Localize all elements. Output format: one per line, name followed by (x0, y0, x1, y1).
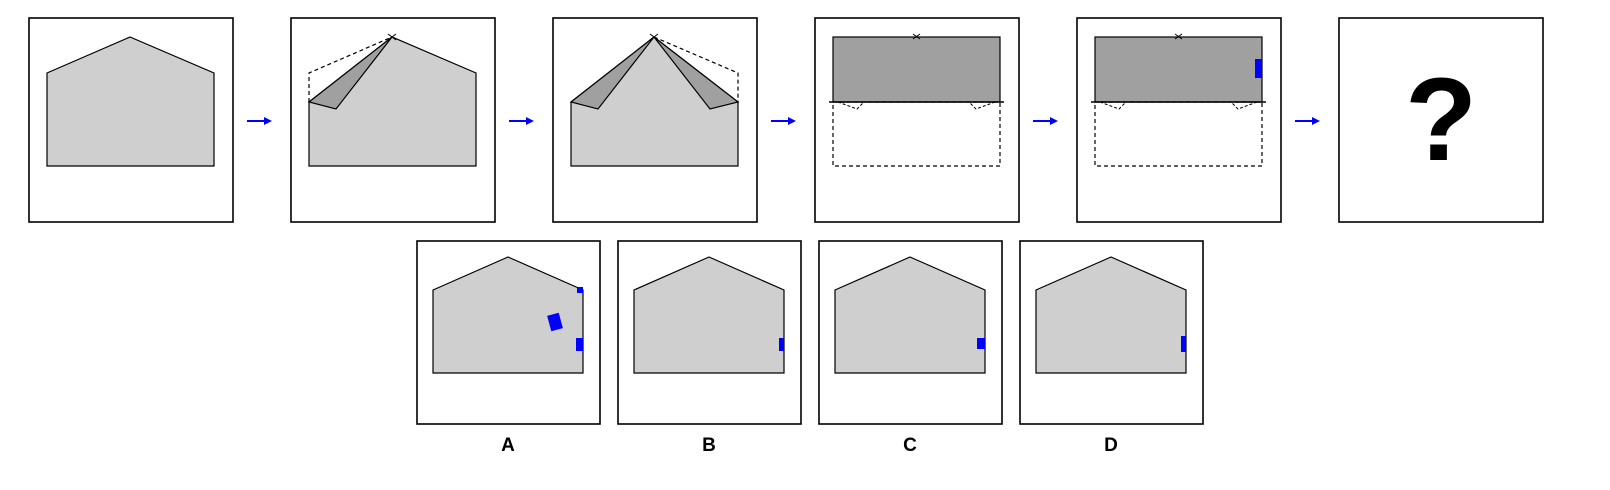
hole-marker-rotated (547, 312, 563, 332)
original-outline-dashed (308, 36, 393, 102)
sequence-panel-6-question: ? (1338, 17, 1544, 223)
sequence-panel-4 (814, 17, 1020, 223)
flap-outline-left (1099, 101, 1127, 110)
arrow-3 (771, 117, 796, 125)
fold-point-mark (387, 33, 397, 41)
folded-rectangle (832, 36, 1001, 103)
option-d[interactable]: D (1019, 240, 1204, 456)
arrow-5 (1295, 117, 1320, 125)
arrow-4 (1033, 117, 1058, 125)
question-mark: ? (1405, 54, 1477, 186)
option-label: B (702, 435, 716, 456)
option-label: D (1104, 435, 1118, 456)
flap-outline-right (1230, 101, 1258, 110)
flap-outline-left (837, 101, 865, 110)
folded-flap (307, 36, 393, 110)
option-label: A (501, 435, 515, 456)
option-c[interactable]: C (818, 240, 1003, 456)
sequence-panel-2 (290, 17, 496, 223)
sequence-panel-3 (552, 17, 758, 223)
hole-marker-edge (1181, 336, 1186, 352)
sequence-panel-1 (28, 17, 234, 223)
paper-pentagon (46, 36, 215, 167)
arrow-2 (509, 117, 534, 125)
fold-point-mark (649, 33, 659, 41)
folded-rectangle (1094, 36, 1263, 103)
original-outline-dashed (832, 101, 1001, 167)
hole-marker-edge (779, 338, 784, 351)
hole-marker-corner (577, 287, 583, 293)
flap-outline-right (968, 101, 996, 110)
original-outline-dashed (1094, 101, 1263, 167)
fold-point-mark (1174, 33, 1183, 40)
panel-frame (1338, 17, 1544, 223)
paper-pentagon (432, 256, 584, 374)
hole-marker-edge (576, 338, 583, 351)
arrow-1 (247, 117, 272, 125)
original-outline-dashed (653, 36, 739, 102)
right-folded-flap (653, 36, 740, 110)
paper-pentagon (633, 256, 785, 374)
sequence-panel-5 (1076, 17, 1282, 223)
option-b[interactable]: B (617, 240, 802, 456)
paper-pentagon (1035, 256, 1187, 374)
punched-hole-marker (1255, 59, 1262, 78)
option-label: C (903, 435, 917, 456)
option-a[interactable]: A (416, 240, 601, 456)
fold-point-mark (912, 33, 921, 40)
paper-pentagon (834, 256, 986, 374)
hole-marker-edge (977, 338, 985, 349)
left-folded-flap (569, 36, 655, 110)
